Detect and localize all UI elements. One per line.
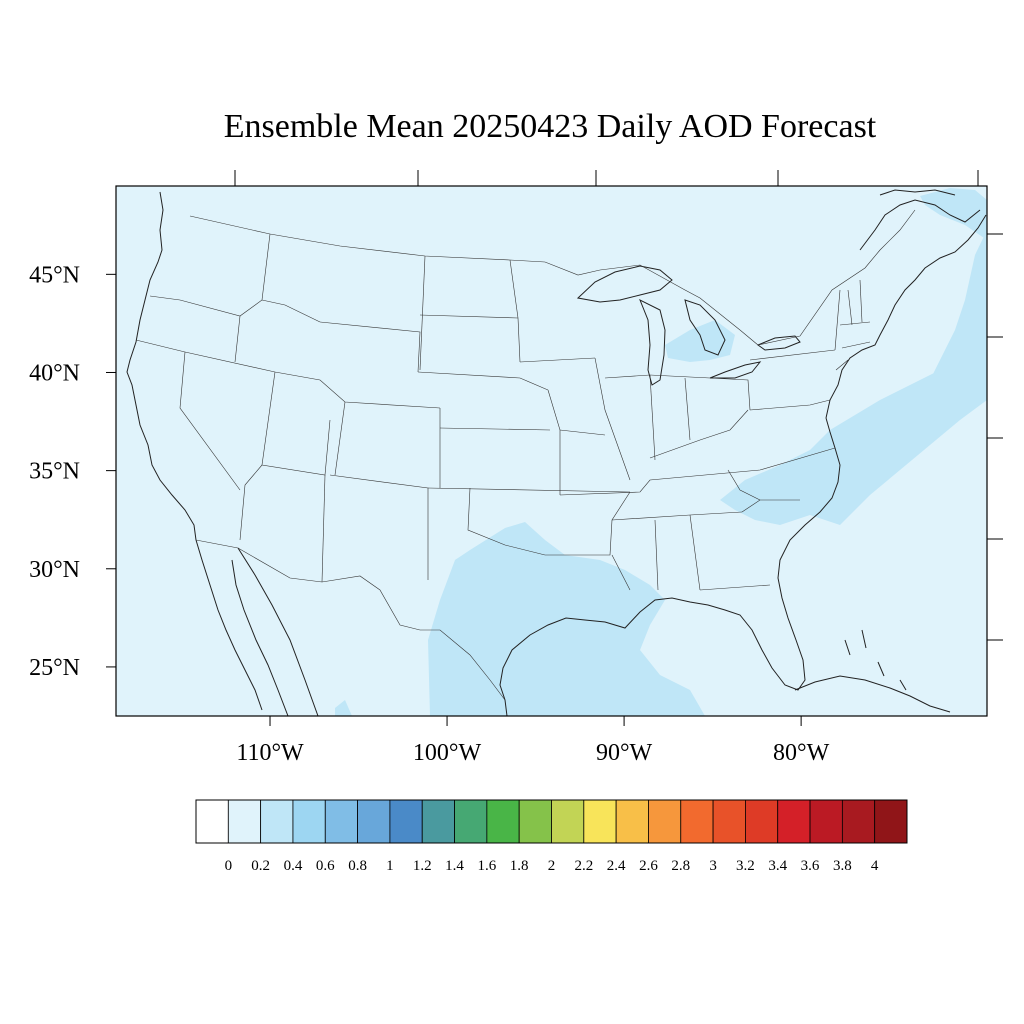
- lon-tick-label: 80°W: [773, 740, 830, 766]
- colorbar-label: 3.2: [736, 858, 755, 874]
- colorbar-swatch: [324, 799, 358, 844]
- top-tick-marks: [234, 170, 979, 186]
- state-borders: [135, 209, 916, 701]
- colorbar-swatch: [292, 799, 326, 844]
- colorbar-swatch: [841, 799, 876, 844]
- gulf-coastline: [499, 417, 841, 716]
- lake-ontario: [756, 335, 801, 351]
- great-lakes-aod-plume: [665, 320, 735, 362]
- maritime-coastline: [859, 199, 981, 251]
- colorbar-label: 1: [386, 858, 394, 874]
- lat-tick-label: 25°N: [29, 655, 80, 681]
- colorbar-label: 3.8: [833, 858, 852, 874]
- east-coastline: [825, 214, 987, 419]
- colorbar-label: 4: [871, 858, 879, 874]
- colorbar-label: 1.4: [445, 858, 464, 874]
- lat-tick-label: 30°N: [29, 557, 80, 583]
- baja-east-coastline: [231, 559, 289, 716]
- atlantic-aod-plume: [930, 230, 987, 380]
- colorbar: 0 0.2 0.4 0.6 0.8 1 1.2 1.4 1.6 1.8 2 2.2 2.4 2.6 2.8 3…: [195, 799, 908, 874]
- cuba-coastline: [794, 675, 951, 713]
- lat-tick-label: 35°N: [29, 459, 80, 485]
- colorbar-swatch: [518, 799, 552, 844]
- colorbar-label: 1.6: [477, 858, 496, 874]
- colorbar-swatch: [712, 799, 746, 844]
- colorbar-label: 2: [548, 858, 556, 874]
- map-title: Ensemble Mean 20250423 Daily AOD Forecas…: [223, 108, 877, 145]
- colorbar-label: 0.4: [284, 858, 303, 874]
- colorbar-swatch: [195, 799, 229, 844]
- colorbar-swatch: [680, 799, 714, 844]
- colorbar-swatch: [551, 799, 585, 844]
- colorbar-swatch: [486, 799, 520, 844]
- colorbar-label: 0: [225, 858, 233, 874]
- colorbar-label: 2.6: [639, 858, 658, 874]
- colorbar-label: 0.6: [316, 858, 335, 874]
- coastlines: [126, 189, 987, 716]
- right-tick-marks: [987, 233, 1003, 641]
- southeast-aod-plume: [720, 340, 987, 525]
- colorbar-swatch: [227, 799, 262, 844]
- west-coastline: [126, 191, 197, 541]
- great-lakes: [576, 265, 801, 386]
- colorbar-swatch: [421, 799, 455, 844]
- lon-tick-label: 110°W: [236, 740, 304, 766]
- us-canada-border: [189, 209, 916, 346]
- us-mexico-border: [195, 539, 506, 701]
- texas-aod-plume: [455, 522, 545, 580]
- colorbar-swatch: [809, 799, 843, 844]
- colorbar-swatch: [260, 799, 294, 844]
- lat-tick-label: 40°N: [29, 360, 80, 386]
- latitude-axis: 45°N 40°N 35°N 30°N 25°N: [29, 262, 116, 681]
- colorbar-swatch: [357, 799, 391, 844]
- lon-tick-label: 100°W: [413, 740, 482, 766]
- mexico-west-coastline: [237, 547, 319, 716]
- colorbar-swatch: [777, 799, 811, 844]
- northeast-aod-plume: [920, 188, 987, 240]
- lake-superior: [576, 265, 673, 303]
- colorbar-swatch: [648, 799, 682, 844]
- lake-huron: [684, 299, 726, 356]
- aod-plumes: [335, 188, 987, 716]
- colorbar-label: 1.2: [413, 858, 432, 874]
- colorbar-label: 1.8: [510, 858, 529, 874]
- longitude-axis: 110°W 100°W 90°W 80°W: [236, 716, 830, 766]
- colorbar-swatch: [874, 799, 908, 844]
- colorbar-swatch: [745, 799, 779, 844]
- map-frame: [115, 185, 988, 717]
- southwest-aod-plume: [335, 700, 352, 716]
- colorbar-swatch: [389, 799, 423, 844]
- colorbar-swatch: [583, 799, 617, 844]
- colorbar-frame: [195, 799, 908, 844]
- st-lawrence-coastline: [879, 189, 956, 196]
- colorbar-label: 0.2: [251, 858, 270, 874]
- colorbar-label: 2.2: [574, 858, 593, 874]
- lake-michigan: [639, 298, 666, 386]
- colorbar-label: 2.8: [671, 858, 690, 874]
- colorbar-swatch: [454, 799, 488, 844]
- colorbar-label: 3.6: [801, 858, 820, 874]
- colorbar-label: 3.4: [768, 858, 787, 874]
- lon-tick-label: 90°W: [596, 740, 653, 766]
- lat-tick-label: 45°N: [29, 262, 80, 288]
- colorbar-label: 2.4: [607, 858, 626, 874]
- colorbar-swatch: [615, 799, 649, 844]
- colorbar-label: 3: [709, 858, 717, 874]
- lake-erie: [709, 361, 762, 379]
- colorbar-label: 0.8: [348, 858, 367, 874]
- baja-coastline: [195, 539, 263, 711]
- bahamas-coastline: [844, 629, 907, 691]
